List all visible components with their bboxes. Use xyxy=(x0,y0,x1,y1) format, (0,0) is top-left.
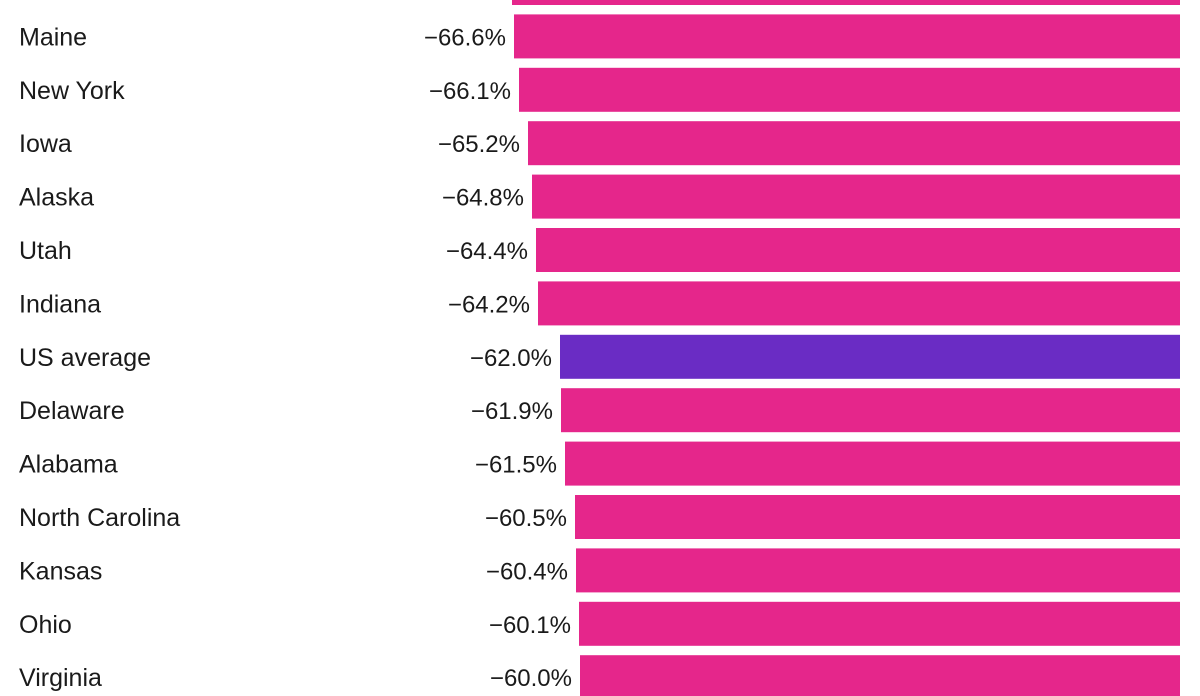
value-label-alabama: −61.5% xyxy=(475,452,557,479)
category-label-north-carolina: North Carolina xyxy=(19,504,180,532)
value-label-ohio: −60.1% xyxy=(489,612,571,639)
bar-indiana xyxy=(538,281,1180,326)
category-label-alabama: Alabama xyxy=(19,451,118,479)
value-label-iowa: −65.2% xyxy=(438,131,520,158)
category-label-maine: Maine xyxy=(19,23,87,51)
value-label-new-york: −66.1% xyxy=(429,78,511,105)
value-label-north-carolina: −60.5% xyxy=(485,505,567,532)
bar-new-york xyxy=(519,67,1180,112)
bar-ohio xyxy=(579,601,1180,646)
bar-north-carolina xyxy=(575,495,1180,539)
labels-layer: Maine −66.6% New York −66.1% Iowa −65.2% Alask… xyxy=(19,23,572,692)
category-label-delaware: Delaware xyxy=(19,397,125,425)
bar-maine xyxy=(514,14,1180,59)
category-label-ohio: Ohio xyxy=(19,611,72,639)
bar-delaware xyxy=(561,388,1180,433)
bar-alabama xyxy=(565,441,1180,486)
category-label-utah: Utah xyxy=(19,237,72,265)
bar-virginia xyxy=(580,655,1180,696)
category-label-virginia: Virginia xyxy=(19,664,102,692)
value-label-virginia: −60.0% xyxy=(490,665,572,692)
bar-utah xyxy=(536,228,1180,272)
bar-kansas xyxy=(576,548,1180,593)
value-label-us-average: −62.0% xyxy=(470,345,552,372)
bars-layer xyxy=(512,0,1180,696)
bar-us-average xyxy=(560,334,1180,379)
category-label-iowa: Iowa xyxy=(19,130,72,158)
category-label-alaska: Alaska xyxy=(19,184,94,212)
bar-alaska xyxy=(532,174,1180,219)
category-label-us-average: US average xyxy=(19,344,151,372)
category-label-new-york: New York xyxy=(19,77,125,105)
value-label-maine: −66.6% xyxy=(424,24,506,51)
value-label-delaware: −61.9% xyxy=(471,398,553,425)
value-label-kansas: −60.4% xyxy=(486,558,568,585)
category-label-indiana: Indiana xyxy=(19,290,101,318)
value-label-utah: −64.4% xyxy=(446,238,528,265)
category-label-kansas: Kansas xyxy=(19,557,102,585)
value-label-alaska: −64.8% xyxy=(442,185,524,212)
value-label-indiana: −64.2% xyxy=(448,291,530,318)
bar-iowa xyxy=(528,121,1180,166)
bar-cropped-top xyxy=(512,0,1180,5)
